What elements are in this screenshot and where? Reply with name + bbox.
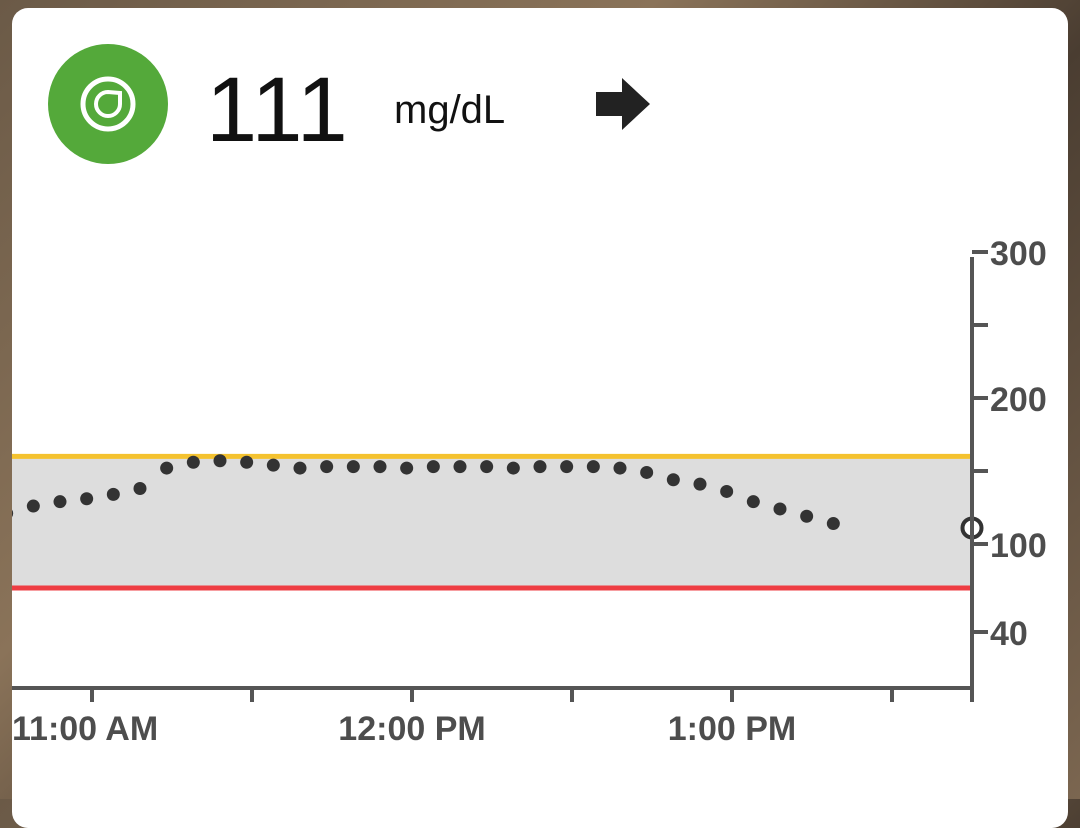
reading-point (720, 484, 734, 498)
y-tick-label: 100 (990, 527, 1047, 565)
reading-point (800, 509, 814, 523)
x-tick-label: 12:00 PM (338, 710, 485, 748)
reading-point (506, 461, 520, 475)
y-tick-label: 300 (990, 235, 1047, 273)
reading-point (640, 465, 654, 479)
reading-point (480, 460, 494, 474)
reading-point (213, 454, 227, 468)
reading-point (266, 458, 280, 472)
reading-point (26, 499, 40, 513)
reading-point (53, 495, 67, 509)
y-tick-label: 200 (990, 381, 1047, 419)
reading-point (373, 460, 387, 474)
reading-point (773, 502, 787, 516)
glucose-chart: 300 200 100 40 11:00 AM 12:00 PM 1:00 PM (12, 8, 1068, 828)
reading-point (133, 482, 147, 496)
glucose-card: 111 mg/dL 300 200 100 40 11:00 AM 12:00 PM 1:… (12, 8, 1068, 828)
sensor-icon (80, 76, 136, 132)
reading-point (826, 517, 840, 531)
reading-point (666, 473, 680, 487)
reading-point (160, 461, 174, 475)
reading-point (240, 455, 254, 469)
glucose-unit: mg/dL (394, 88, 506, 132)
reading-point (426, 460, 440, 474)
x-tick-label: 11:00 AM (12, 710, 158, 748)
sensor-status-badge (48, 44, 168, 164)
reading-point (186, 455, 200, 469)
target-range-band (12, 456, 972, 589)
reading-point (346, 460, 360, 474)
reading-point (453, 460, 467, 474)
reading-point (693, 477, 707, 491)
y-tick-label: 40 (990, 615, 1028, 653)
reading-point (80, 492, 94, 506)
reading-point (613, 461, 627, 475)
reading-header: 111 mg/dL (12, 8, 1068, 208)
reading-point (293, 461, 307, 475)
reading-point (400, 461, 414, 475)
reading-point (586, 460, 600, 474)
reading-point (12, 509, 14, 518)
glucose-value: 111 (206, 59, 349, 161)
reading-point (106, 487, 120, 501)
reading-point (320, 460, 334, 474)
x-tick-label: 1:00 PM (668, 710, 797, 748)
x-axis-labels: 11:00 AM 12:00 PM 1:00 PM (12, 710, 796, 748)
y-axis-labels: 300 200 100 40 (990, 235, 1047, 653)
chart-svg: 300 200 100 40 11:00 AM 12:00 PM 1:00 PM (12, 235, 1047, 748)
reading-point (746, 495, 760, 509)
reading-point (533, 460, 547, 474)
chart-axes (12, 250, 988, 702)
arrow-right-icon (596, 78, 650, 130)
reading-point (560, 460, 574, 474)
